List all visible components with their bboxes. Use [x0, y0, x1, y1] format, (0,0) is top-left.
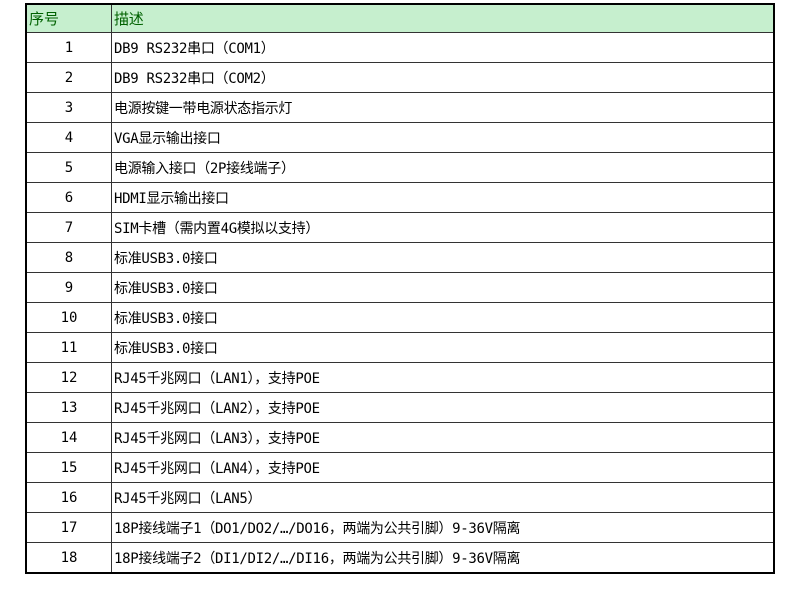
table-row: 9 标准USB3.0接口	[25, 272, 775, 303]
row-no: 1	[25, 32, 112, 63]
table-row: 1 DB9 RS232串口（COM1）	[25, 32, 775, 63]
row-no: 12	[25, 362, 112, 393]
row-desc: 18P接线端子1（DO1/DO2/…/DO16，两端为公共引脚）9-36V隔离	[111, 512, 775, 543]
table-row: 5 电源输入接口（2P接线端子）	[25, 152, 775, 183]
row-no: 14	[25, 422, 112, 453]
row-no: 5	[25, 152, 112, 183]
table-row: 14 RJ45千兆网口（LAN3），支持POE	[25, 422, 775, 453]
row-no: 8	[25, 242, 112, 273]
row-desc: DB9 RS232串口（COM2）	[111, 62, 775, 93]
row-no: 4	[25, 122, 112, 153]
row-no: 11	[25, 332, 112, 363]
row-desc: 电源按键一带电源状态指示灯	[111, 92, 775, 123]
table-row: 4 VGA显示输出接口	[25, 122, 775, 153]
table-row: 12 RJ45千兆网口（LAN1），支持POE	[25, 362, 775, 393]
row-desc: VGA显示输出接口	[111, 122, 775, 153]
row-no: 17	[25, 512, 112, 543]
row-no: 13	[25, 392, 112, 423]
table-row: 18 18P接线端子2（DI1/DI2/…/DI16，两端为公共引脚）9-36V隔…	[25, 542, 775, 574]
header-no: 序号	[25, 3, 112, 33]
table-row: 10 标准USB3.0接口	[25, 302, 775, 333]
row-no: 15	[25, 452, 112, 483]
row-no: 3	[25, 92, 112, 123]
row-desc: HDMI显示输出接口	[111, 182, 775, 213]
row-desc: 电源输入接口（2P接线端子）	[111, 152, 775, 183]
row-no: 9	[25, 272, 112, 303]
table-row: 15 RJ45千兆网口（LAN4），支持POE	[25, 452, 775, 483]
table-row: 8 标准USB3.0接口	[25, 242, 775, 273]
row-desc: RJ45千兆网口（LAN4），支持POE	[111, 452, 775, 483]
row-no: 16	[25, 482, 112, 513]
row-desc: RJ45千兆网口（LAN1），支持POE	[111, 362, 775, 393]
row-desc: 标准USB3.0接口	[111, 242, 775, 273]
row-no: 18	[25, 542, 112, 574]
row-desc: RJ45千兆网口（LAN3），支持POE	[111, 422, 775, 453]
table-row: 17 18P接线端子1（DO1/DO2/…/DO16，两端为公共引脚）9-36V隔…	[25, 512, 775, 543]
row-no: 7	[25, 212, 112, 243]
interface-table: 序号 描述 1 DB9 RS232串口（COM1） 2 DB9 RS232串口（COM…	[25, 3, 775, 574]
row-desc: RJ45千兆网口（LAN5）	[111, 482, 775, 513]
table-row: 7 SIM卡槽（需内置4G模拟以支持）	[25, 212, 775, 243]
row-desc: 标准USB3.0接口	[111, 272, 775, 303]
row-desc: 标准USB3.0接口	[111, 302, 775, 333]
table-row: 6 HDMI显示输出接口	[25, 182, 775, 213]
row-desc: 18P接线端子2（DI1/DI2/…/DI16，两端为公共引脚）9-36V隔离	[111, 542, 775, 574]
row-no: 6	[25, 182, 112, 213]
table-row: 13 RJ45千兆网口（LAN2），支持POE	[25, 392, 775, 423]
table-row: 2 DB9 RS232串口（COM2）	[25, 62, 775, 93]
row-desc: DB9 RS232串口（COM1）	[111, 32, 775, 63]
row-desc: SIM卡槽（需内置4G模拟以支持）	[111, 212, 775, 243]
row-desc: RJ45千兆网口（LAN2），支持POE	[111, 392, 775, 423]
row-no: 10	[25, 302, 112, 333]
table-header: 序号 描述	[25, 3, 775, 33]
table-row: 16 RJ45千兆网口（LAN5）	[25, 482, 775, 513]
table-row: 11 标准USB3.0接口	[25, 332, 775, 363]
table-row: 3 电源按键一带电源状态指示灯	[25, 92, 775, 123]
row-no: 2	[25, 62, 112, 93]
header-desc: 描述	[111, 3, 775, 33]
row-desc: 标准USB3.0接口	[111, 332, 775, 363]
